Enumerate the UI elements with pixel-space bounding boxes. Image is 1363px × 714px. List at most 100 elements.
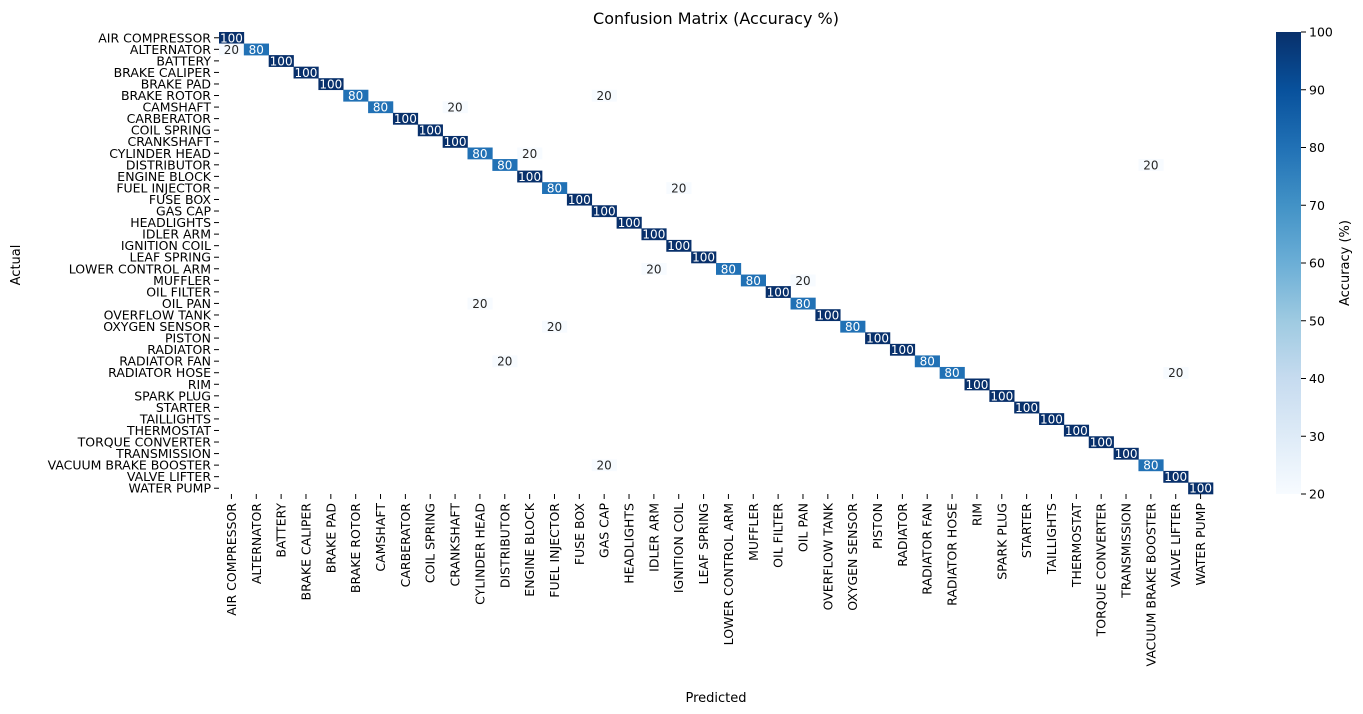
heatmap-cell [641, 263, 667, 275]
heatmap-cell [1163, 366, 1189, 379]
cell-value-label: 100 [692, 251, 715, 265]
x-tick-label: WATER PUMP [1193, 503, 1208, 586]
y-tick-label: ENGINE BLOCK [117, 169, 212, 184]
y-tick-label: AIR COMPRESSOR [98, 30, 211, 45]
colorbar-ticks: 20 30 40 50 60 70 80 90 100 [1301, 25, 1333, 502]
cell-value-label: 20 [472, 297, 487, 311]
heatmap-cell [293, 66, 319, 79]
cell-value-label: 80 [795, 297, 810, 311]
heatmap-cell [492, 159, 518, 171]
x-tick-label: AIR COMPRESSOR [224, 503, 239, 616]
heatmap-cell [517, 170, 543, 183]
x-tick-label: CAMSHAFT [373, 503, 388, 572]
x-tick-label: RADIATOR [895, 503, 910, 567]
y-tick-label: TAILLIGHTS [139, 411, 211, 426]
cell-value-label: 80 [944, 366, 959, 380]
heatmap-cell [1063, 424, 1090, 437]
y-tick-label: CRANKSHAFT [128, 134, 212, 149]
x-tick-label: FUEL INJECTOR [547, 503, 562, 598]
y-tick-label: TRANSMISSION [115, 446, 211, 461]
cell-value-label: 100 [419, 124, 442, 138]
heatmap-cell [989, 390, 1015, 402]
heatmap-cell [591, 459, 617, 472]
x-tick-label: CARBERATOR [398, 503, 413, 588]
colorbar-gradient [1276, 32, 1301, 494]
heatmap-cell [1138, 459, 1164, 472]
colorbar-tick-label: 40 [1309, 371, 1325, 386]
heatmap-cell [1188, 482, 1214, 495]
heatmap-cell [790, 274, 816, 287]
x-tick-label: BRAKE PAD [323, 503, 338, 573]
y-tick-label: CARBERATOR [127, 111, 212, 126]
cell-value-label: 100 [1090, 436, 1113, 450]
heatmap-cell [467, 297, 493, 310]
heatmap-cell [243, 43, 269, 56]
y-tick-label: HEADLIGHTS [130, 215, 211, 230]
y-tick-label: BRAKE CALIPER [114, 65, 212, 80]
x-tick-label: PISTON [870, 503, 885, 549]
x-tick-label: ALTERNATOR [249, 503, 264, 584]
heatmap-cell [1163, 470, 1189, 483]
heatmap-cell [1088, 436, 1114, 449]
x-tick-label: BATTERY [274, 503, 289, 558]
y-tick-label: IGNITION COIL [121, 238, 211, 253]
cell-value-label: 100 [816, 308, 839, 322]
y-tick-label: TORQUE CONVERTER [77, 435, 212, 450]
x-tick-label: CRANKSHAFT [448, 503, 463, 587]
x-tick-label: DISTRIBUTOR [497, 503, 512, 588]
chart-title: Confusion Matrix (Accuracy %) [593, 9, 839, 28]
heatmap-cell [1138, 159, 1164, 171]
cell-value-label: 100 [593, 205, 616, 219]
cell-value-label: 80 [547, 181, 562, 195]
x-tick-label: THERMOSTAT [1069, 503, 1084, 588]
cell-value-label: 100 [965, 378, 988, 392]
cell-value-label: 80 [845, 320, 860, 334]
cell-value-label: 80 [721, 262, 736, 276]
y-tick-label: THERMOSTAT [126, 423, 211, 438]
x-tick-label: LEAF SPRING [696, 503, 711, 584]
y-tick-label: LOWER CONTROL ARM [69, 261, 211, 276]
y-tick-label: CYLINDER HEAD [109, 146, 211, 161]
x-tick-label: OVERFLOW TANK [820, 502, 835, 610]
heatmap-cell [566, 193, 593, 206]
y-tick-label: BRAKE PAD [141, 76, 211, 91]
y-tick-label: RADIATOR FAN [119, 354, 211, 369]
x-tick-label: OIL FILTER [771, 503, 786, 568]
cell-value-label: 20 [795, 274, 810, 288]
cell-value-label: 20 [597, 459, 612, 473]
cell-value-label: 100 [1115, 447, 1138, 461]
y-tick-label: RADIATOR [147, 342, 211, 357]
y-tick-label: FUEL INJECTOR [116, 180, 211, 195]
cell-value-label: 20 [447, 101, 462, 115]
cell-value-label: 80 [1143, 459, 1158, 473]
heatmap-cell [219, 32, 245, 44]
x-tick-label: ENGINE BLOCK [522, 502, 537, 597]
x-tick-label: IDLER ARM [646, 503, 661, 572]
cell-value-label: 80 [348, 89, 363, 103]
x-tick-label: IGNITION COIL [671, 503, 686, 593]
colorbar-tick-label: 90 [1309, 82, 1325, 97]
cell-value-label: 100 [667, 239, 690, 253]
heatmap-cell [417, 124, 443, 137]
heatmap-cell [865, 332, 891, 345]
x-tick-label: BRAKE ROTOR [348, 503, 363, 593]
x-tick-label: BRAKE CALIPER [298, 503, 313, 601]
cell-value-label: 100 [767, 285, 790, 299]
cell-value-label: 20 [224, 43, 239, 57]
heatmap-cell [641, 228, 667, 241]
y-tick-label: LEAF SPRING [130, 250, 211, 265]
x-tick-label: CYLINDER HEAD [472, 503, 487, 605]
y-tick-label: BRAKE ROTOR [121, 88, 211, 103]
cell-value-label: 100 [866, 332, 889, 346]
cell-value-label: 100 [618, 216, 641, 230]
y-tick-label: PISTON [165, 331, 211, 346]
y-tick-label: OIL FILTER [146, 284, 211, 299]
y-tick-label: FUSE BOX [149, 192, 212, 207]
heatmap-cell [765, 286, 791, 298]
colorbar-tick-label: 80 [1309, 140, 1325, 155]
cell-value-label: 20 [1168, 366, 1183, 380]
x-tick-label: GAS CAP [597, 503, 612, 558]
cell-value-label: 100 [642, 228, 665, 242]
cell-value-label: 100 [518, 170, 541, 184]
